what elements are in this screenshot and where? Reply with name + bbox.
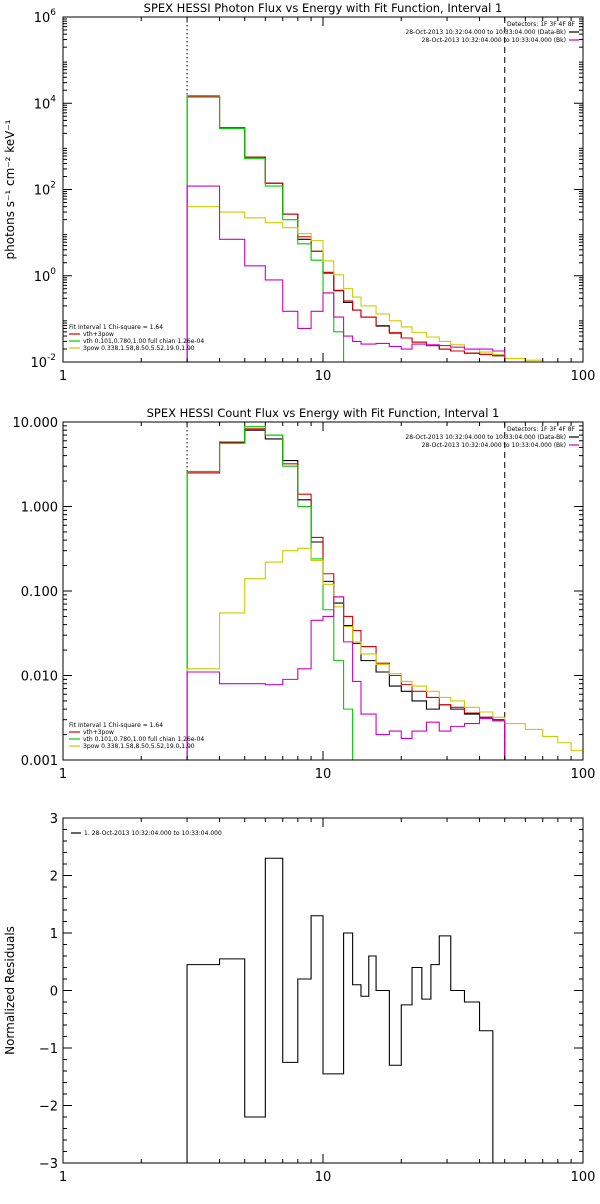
x-tick-label: 1 [59, 1170, 67, 1185]
series-5-line [186, 185, 506, 362]
y-tick-label: 2 [50, 870, 58, 885]
legend-item-label: 28-Oct-2013 10:32:04.000 to 10:33:04.000… [422, 37, 566, 44]
legend-bottom: Fit Interval 1 Chi-square = 1.64vth+3pow… [69, 324, 204, 352]
x-tick-label: 100 [571, 369, 596, 384]
legend-item-label: 3pow 0.338,1.58,8.50,5.52,19.0,1.90 [83, 743, 195, 750]
y-tick-base: 10 [34, 184, 51, 199]
legend-header: Fit Interval 1 Chi-square = 1.64 [69, 324, 163, 331]
y-tick-label: 10-2 [30, 353, 56, 371]
series-1-line [186, 429, 506, 760]
series-3-line [186, 95, 362, 362]
x-tick-label: 100 [571, 767, 596, 782]
chart-title: SPEX HESSI Count Flux vs Energy with Fit… [147, 406, 500, 420]
x-tick-label: 100 [571, 1170, 596, 1185]
x-tick-label: 1 [59, 767, 67, 782]
plot-data [186, 857, 505, 1163]
legend-item-label: 1. 28-Oct-2013 10:32:04.000 to 10:33:04.… [84, 830, 222, 837]
legend-bottom: Fit Interval 1 Chi-square = 1.64vth+3pow… [69, 722, 204, 750]
x-tick-label: 10 [315, 369, 332, 384]
series-2-line [186, 96, 506, 362]
series-1-line [186, 96, 506, 362]
y-tick-label: 0.100 [21, 585, 58, 600]
y-tick-label: 1 [50, 927, 58, 942]
legend-item-label: vth+3pow [83, 331, 114, 338]
y-tick-exponent: 4 [50, 94, 56, 104]
x-tick-label: 10 [315, 1170, 332, 1185]
chart-panel-3: Normalized Residuals 1 10 100 −3 −2 −1 0 1 2 3 1. 2… [3, 812, 595, 1185]
legend-item-label: 28-Oct-2013 10:32:04.000 to 10:33:04.000… [422, 442, 566, 449]
legend-item-label: 3pow 0.338,1.58,8.50,5.52,19.0,1.90 [83, 345, 195, 352]
chart-title: SPEX HESSI Photon Flux vs Energy with Fi… [144, 1, 503, 15]
legend-item-label: vth+3pow [83, 729, 114, 736]
y-axis-label: photons s⁻¹ cm⁻² keV⁻¹ [3, 119, 17, 259]
y-tick-label: 0 [50, 985, 58, 1000]
series-1-line [186, 857, 505, 1163]
y-tick-base: 10 [34, 97, 51, 112]
y-tick-label: 0.001 [21, 754, 58, 769]
chart-panel-2: SPEX HESSI Count Flux vs Energy with Fit… [13, 406, 596, 782]
y-tick-label: 1.000 [21, 501, 58, 516]
legend-header: Detectors: 1F 3F 4F 8F [507, 21, 576, 28]
series-5-line [186, 596, 506, 760]
y-tick-exponent: 2 [50, 181, 56, 191]
x-tick-label: 1 [59, 369, 67, 384]
legend-item-label: vth 0.101,0.780,1.00 full chian 1.26e-04 [83, 338, 204, 345]
y-tick-label: −2 [39, 1100, 58, 1115]
legend-top: 1. 28-Oct-2013 10:32:04.000 to 10:33:04.… [71, 830, 222, 837]
series-4-line [186, 547, 583, 760]
plot-data [186, 17, 583, 362]
y-tick-exponent: 0 [50, 267, 56, 277]
series-2-line [186, 428, 506, 760]
y-tick-label: −1 [39, 1042, 58, 1057]
legend-item-label: vth 0.101,0.780,1.00 full chian 1.26e-04 [83, 736, 204, 743]
chart-panel-1: SPEX HESSI Photon Flux vs Energy with Fi… [3, 1, 596, 384]
y-tick-label: 102 [34, 181, 56, 199]
legend-item-label: 28-Oct-2013 10:32:04.000 to 10:33:04.000… [405, 434, 566, 441]
y-tick-label: 106 [34, 8, 57, 26]
y-tick-base: 10 [30, 356, 47, 371]
y-tick-label: 100 [34, 267, 57, 285]
plot-data [186, 422, 583, 760]
y-tick-label: 104 [34, 94, 57, 112]
y-axis-label: Normalized Residuals [3, 926, 17, 1055]
x-tick-label: 10 [315, 767, 332, 782]
legend-header: Fit Interval 1 Chi-square = 1.64 [69, 722, 163, 729]
y-tick-label: 3 [50, 812, 58, 827]
y-tick-label: −3 [39, 1157, 58, 1172]
series-4-line [186, 206, 583, 362]
y-tick-base: 10 [34, 11, 51, 26]
y-tick-exponent: 6 [50, 8, 56, 18]
legend-item-label: 28-Oct-2013 10:32:04.000 to 10:33:04.000… [405, 29, 566, 36]
legend-header: Detectors: 1F 3F 4F 8F [507, 426, 576, 433]
y-tick-label: 0.010 [21, 670, 58, 685]
series-3-line [186, 426, 362, 760]
y-tick-exponent: -2 [47, 353, 56, 363]
y-tick-base: 10 [34, 270, 51, 285]
y-tick-label: 10.000 [13, 416, 59, 431]
